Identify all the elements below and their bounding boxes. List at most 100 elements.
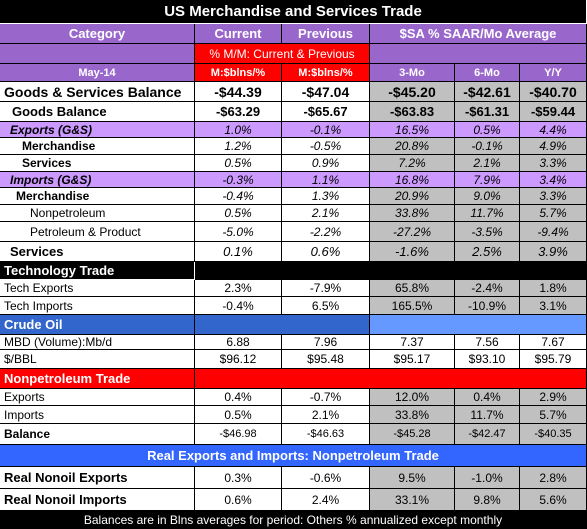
row-value: 1.1% (282, 172, 370, 188)
row-value: 6.88 (195, 335, 282, 350)
header-cell (370, 44, 587, 64)
data-row: Services 0.1% 0.6% -1.6% 2.5% 3.9% (0, 242, 587, 262)
data-row: Exports 0.4% -0.7% 12.0% 0.4% 2.9% (0, 389, 587, 406)
row-value: -$46.98 (195, 424, 282, 445)
row-value: 11.7% (455, 205, 520, 222)
row-value: 7.56 (455, 335, 520, 350)
row-value: -$59.44 (520, 102, 587, 122)
row-label: Services (0, 155, 195, 172)
row-value: 4.9% (520, 138, 587, 155)
header-row: Category Current Previous $SA % SAAR/Mo Ave… (0, 24, 587, 44)
row-label: Imports (0, 406, 195, 424)
row-value: -9.4% (520, 222, 587, 242)
data-row: Goods Balance -$63.29 -$65.67 -$63.83 -$61.3… (0, 102, 587, 122)
row-value: -1.0% (455, 467, 520, 489)
section-title: Real Exports and Imports: Nonpetroleum T… (0, 445, 587, 467)
data-row: Exports (G&S) 1.0% -0.1% 16.5% 0.5% 4.4% (0, 122, 587, 138)
row-value: 0.6% (195, 489, 282, 511)
row-label: MBD (Volume):Mb/d (0, 335, 195, 350)
header-cell: M:$blns/% (282, 64, 370, 82)
header-cell: May-14 (0, 64, 195, 82)
row-label: Nonpetroleum (0, 205, 195, 222)
data-row: Real Nonoil Imports 0.6% 2.4% 33.1% 9.8% 5.6% (0, 489, 587, 511)
row-value: 0.5% (195, 205, 282, 222)
row-value: -$40.35 (520, 424, 587, 445)
row-value: 0.9% (282, 155, 370, 172)
row-label: Balance (0, 424, 195, 445)
header-row: May-14 M:$blns/% M:$blns/% 3-Mo 6-Mo Y/Y (0, 64, 587, 82)
row-value: 16.8% (370, 172, 455, 188)
row-value: 1.8% (520, 280, 587, 297)
row-value: $96.12 (195, 350, 282, 369)
row-value: 0.3% (195, 467, 282, 489)
row-value: -0.7% (282, 389, 370, 406)
row-value: 33.8% (370, 406, 455, 424)
row-value: -$40.70 (520, 82, 587, 102)
row-value: 3.9% (520, 242, 587, 262)
row-label: Services (0, 242, 195, 262)
row-value: 0.1% (195, 242, 282, 262)
row-value: -$45.20 (370, 82, 455, 102)
row-value: 20.9% (370, 188, 455, 205)
footer-row: Balances are in Blns averages for period… (0, 511, 587, 529)
row-value: -$44.39 (195, 82, 282, 102)
section-fill (195, 369, 587, 389)
row-value: 2.1% (455, 155, 520, 172)
row-value: 3.3% (520, 188, 587, 205)
row-value: -$45.28 (370, 424, 455, 445)
row-value: -0.6% (282, 467, 370, 489)
section-fill (195, 262, 587, 280)
row-value: -2.4% (455, 280, 520, 297)
section-title: Crude Oil (0, 315, 195, 335)
row-value: $95.48 (282, 350, 370, 369)
row-value: -7.9% (282, 280, 370, 297)
row-value: $95.79 (520, 350, 587, 369)
row-value: -2.2% (282, 222, 370, 242)
row-value: 7.2% (370, 155, 455, 172)
row-value: -5.0% (195, 222, 282, 242)
row-value: -0.4% (195, 188, 282, 205)
data-row: Nonpetroleum 0.5% 2.1% 33.8% 11.7% 5.7% (0, 205, 587, 222)
row-value: 0.5% (195, 155, 282, 172)
data-row: Merchandise -0.4% 1.3% 20.9% 9.0% 3.3% (0, 188, 587, 205)
row-value: 9.8% (455, 489, 520, 511)
row-label: Real Nonoil Exports (0, 467, 195, 489)
row-label: Imports (G&S) (0, 172, 195, 188)
row-value: 5.6% (520, 489, 587, 511)
row-label: Merchandise (0, 188, 195, 205)
row-value: 2.5% (455, 242, 520, 262)
row-value: 0.4% (455, 389, 520, 406)
row-value: 9.5% (370, 467, 455, 489)
row-value: -10.9% (455, 297, 520, 315)
row-value: 4.4% (520, 122, 587, 138)
row-value: 65.8% (370, 280, 455, 297)
row-label: Goods & Services Balance (0, 82, 195, 102)
row-value: 16.5% (370, 122, 455, 138)
row-value: -$61.31 (455, 102, 520, 122)
data-row: Imports 0.5% 2.1% 33.8% 11.7% 5.7% (0, 406, 587, 424)
row-value: 1.0% (195, 122, 282, 138)
row-value: 2.4% (282, 489, 370, 511)
row-label: Tech Exports (0, 280, 195, 297)
row-value: 5.7% (520, 406, 587, 424)
row-value: 7.37 (370, 335, 455, 350)
table-title: US Merchandise and Services Trade (0, 0, 587, 24)
section-header: Nonpetroleum Trade (0, 369, 587, 389)
row-value: -0.3% (195, 172, 282, 188)
section-fill (370, 315, 587, 335)
row-value: 3.4% (520, 172, 587, 188)
row-label: $/BBL (0, 350, 195, 369)
row-value: -$63.29 (195, 102, 282, 122)
data-row: Balance -$46.98 -$46.63 -$45.28 -$42.47 -$40.… (0, 424, 587, 445)
data-row: Imports (G&S) -0.3% 1.1% 16.8% 7.9% 3.4% (0, 172, 587, 188)
row-value: 0.5% (455, 122, 520, 138)
row-value: -0.1% (282, 122, 370, 138)
row-value: -$42.47 (455, 424, 520, 445)
row-value: 11.7% (455, 406, 520, 424)
row-value: 7.9% (455, 172, 520, 188)
row-value: 3.1% (520, 297, 587, 315)
row-label: Petroleum & Product (0, 222, 195, 242)
row-value: -$42.61 (455, 82, 520, 102)
header-cell (0, 44, 195, 64)
